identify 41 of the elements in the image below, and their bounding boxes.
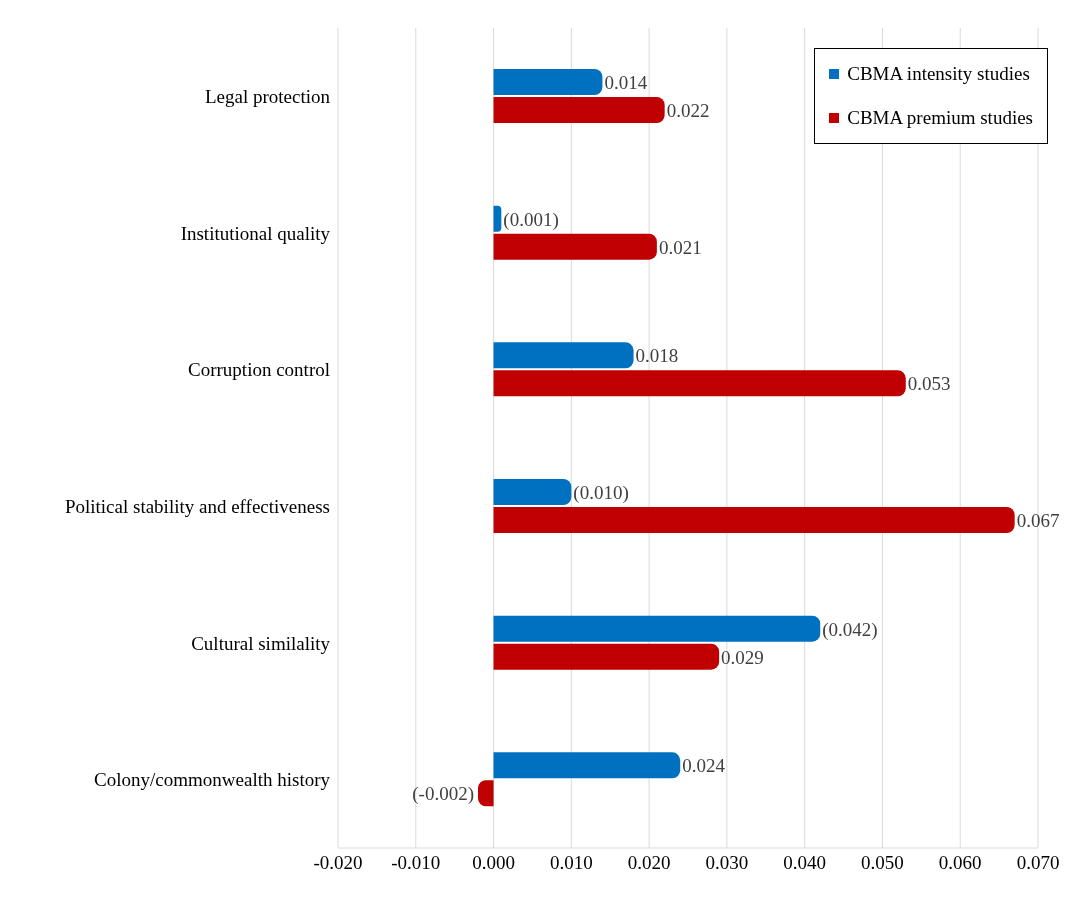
- x-tick-label: -0.020: [313, 852, 363, 874]
- legend-label: CBMA premium studies: [847, 107, 1033, 129]
- bar: [493, 752, 681, 779]
- data-label: 0.029: [721, 646, 764, 668]
- data-label: 0.053: [907, 373, 951, 395]
- bar: [493, 370, 906, 397]
- bar: [493, 615, 821, 642]
- x-tick-label: 0.050: [861, 852, 904, 874]
- y-tick-label: Institutional quality: [180, 222, 331, 244]
- data-label: (0.001): [503, 208, 559, 231]
- x-tick-label: 0.060: [938, 852, 982, 874]
- data-label: (-0.002): [412, 783, 474, 806]
- y-tick-label: Legal protection: [204, 86, 331, 108]
- y-tick-label: Political stability and effectiveness: [64, 496, 330, 518]
- data-label: 0.021: [658, 236, 702, 258]
- data-label: (0.010): [573, 482, 629, 504]
- x-tick-label: -0.010: [391, 852, 441, 874]
- bar: [493, 233, 657, 260]
- x-tick-label: 0.010: [549, 852, 593, 874]
- bar: [493, 342, 634, 369]
- data-label: (0.042): [822, 618, 878, 641]
- legend-label: CBMA intensity studies: [847, 63, 1030, 85]
- x-tick-label: 0.020: [627, 852, 671, 874]
- bar: [493, 479, 572, 505]
- data-label: 0.067: [1016, 510, 1060, 531]
- data-label: 0.018: [635, 345, 679, 367]
- bar: [493, 97, 665, 123]
- data-label: 0.024: [682, 755, 726, 777]
- y-tick-label: Corruption control: [188, 359, 330, 381]
- x-tick-label: 0.040: [783, 852, 827, 874]
- bar: [493, 507, 1015, 533]
- data-label: 0.022: [666, 100, 710, 121]
- bar: [493, 205, 502, 232]
- y-tick-label: Colony/commonwealth history: [94, 769, 331, 791]
- bar: [493, 643, 720, 670]
- x-tick-label: 0.030: [705, 852, 749, 874]
- bar: [493, 69, 603, 95]
- y-tick-label: Cultural similality: [191, 632, 331, 654]
- data-label: 0.014: [604, 72, 648, 93]
- x-tick-label: 0.000: [472, 852, 515, 874]
- x-tick-label: 0.070: [1016, 852, 1060, 874]
